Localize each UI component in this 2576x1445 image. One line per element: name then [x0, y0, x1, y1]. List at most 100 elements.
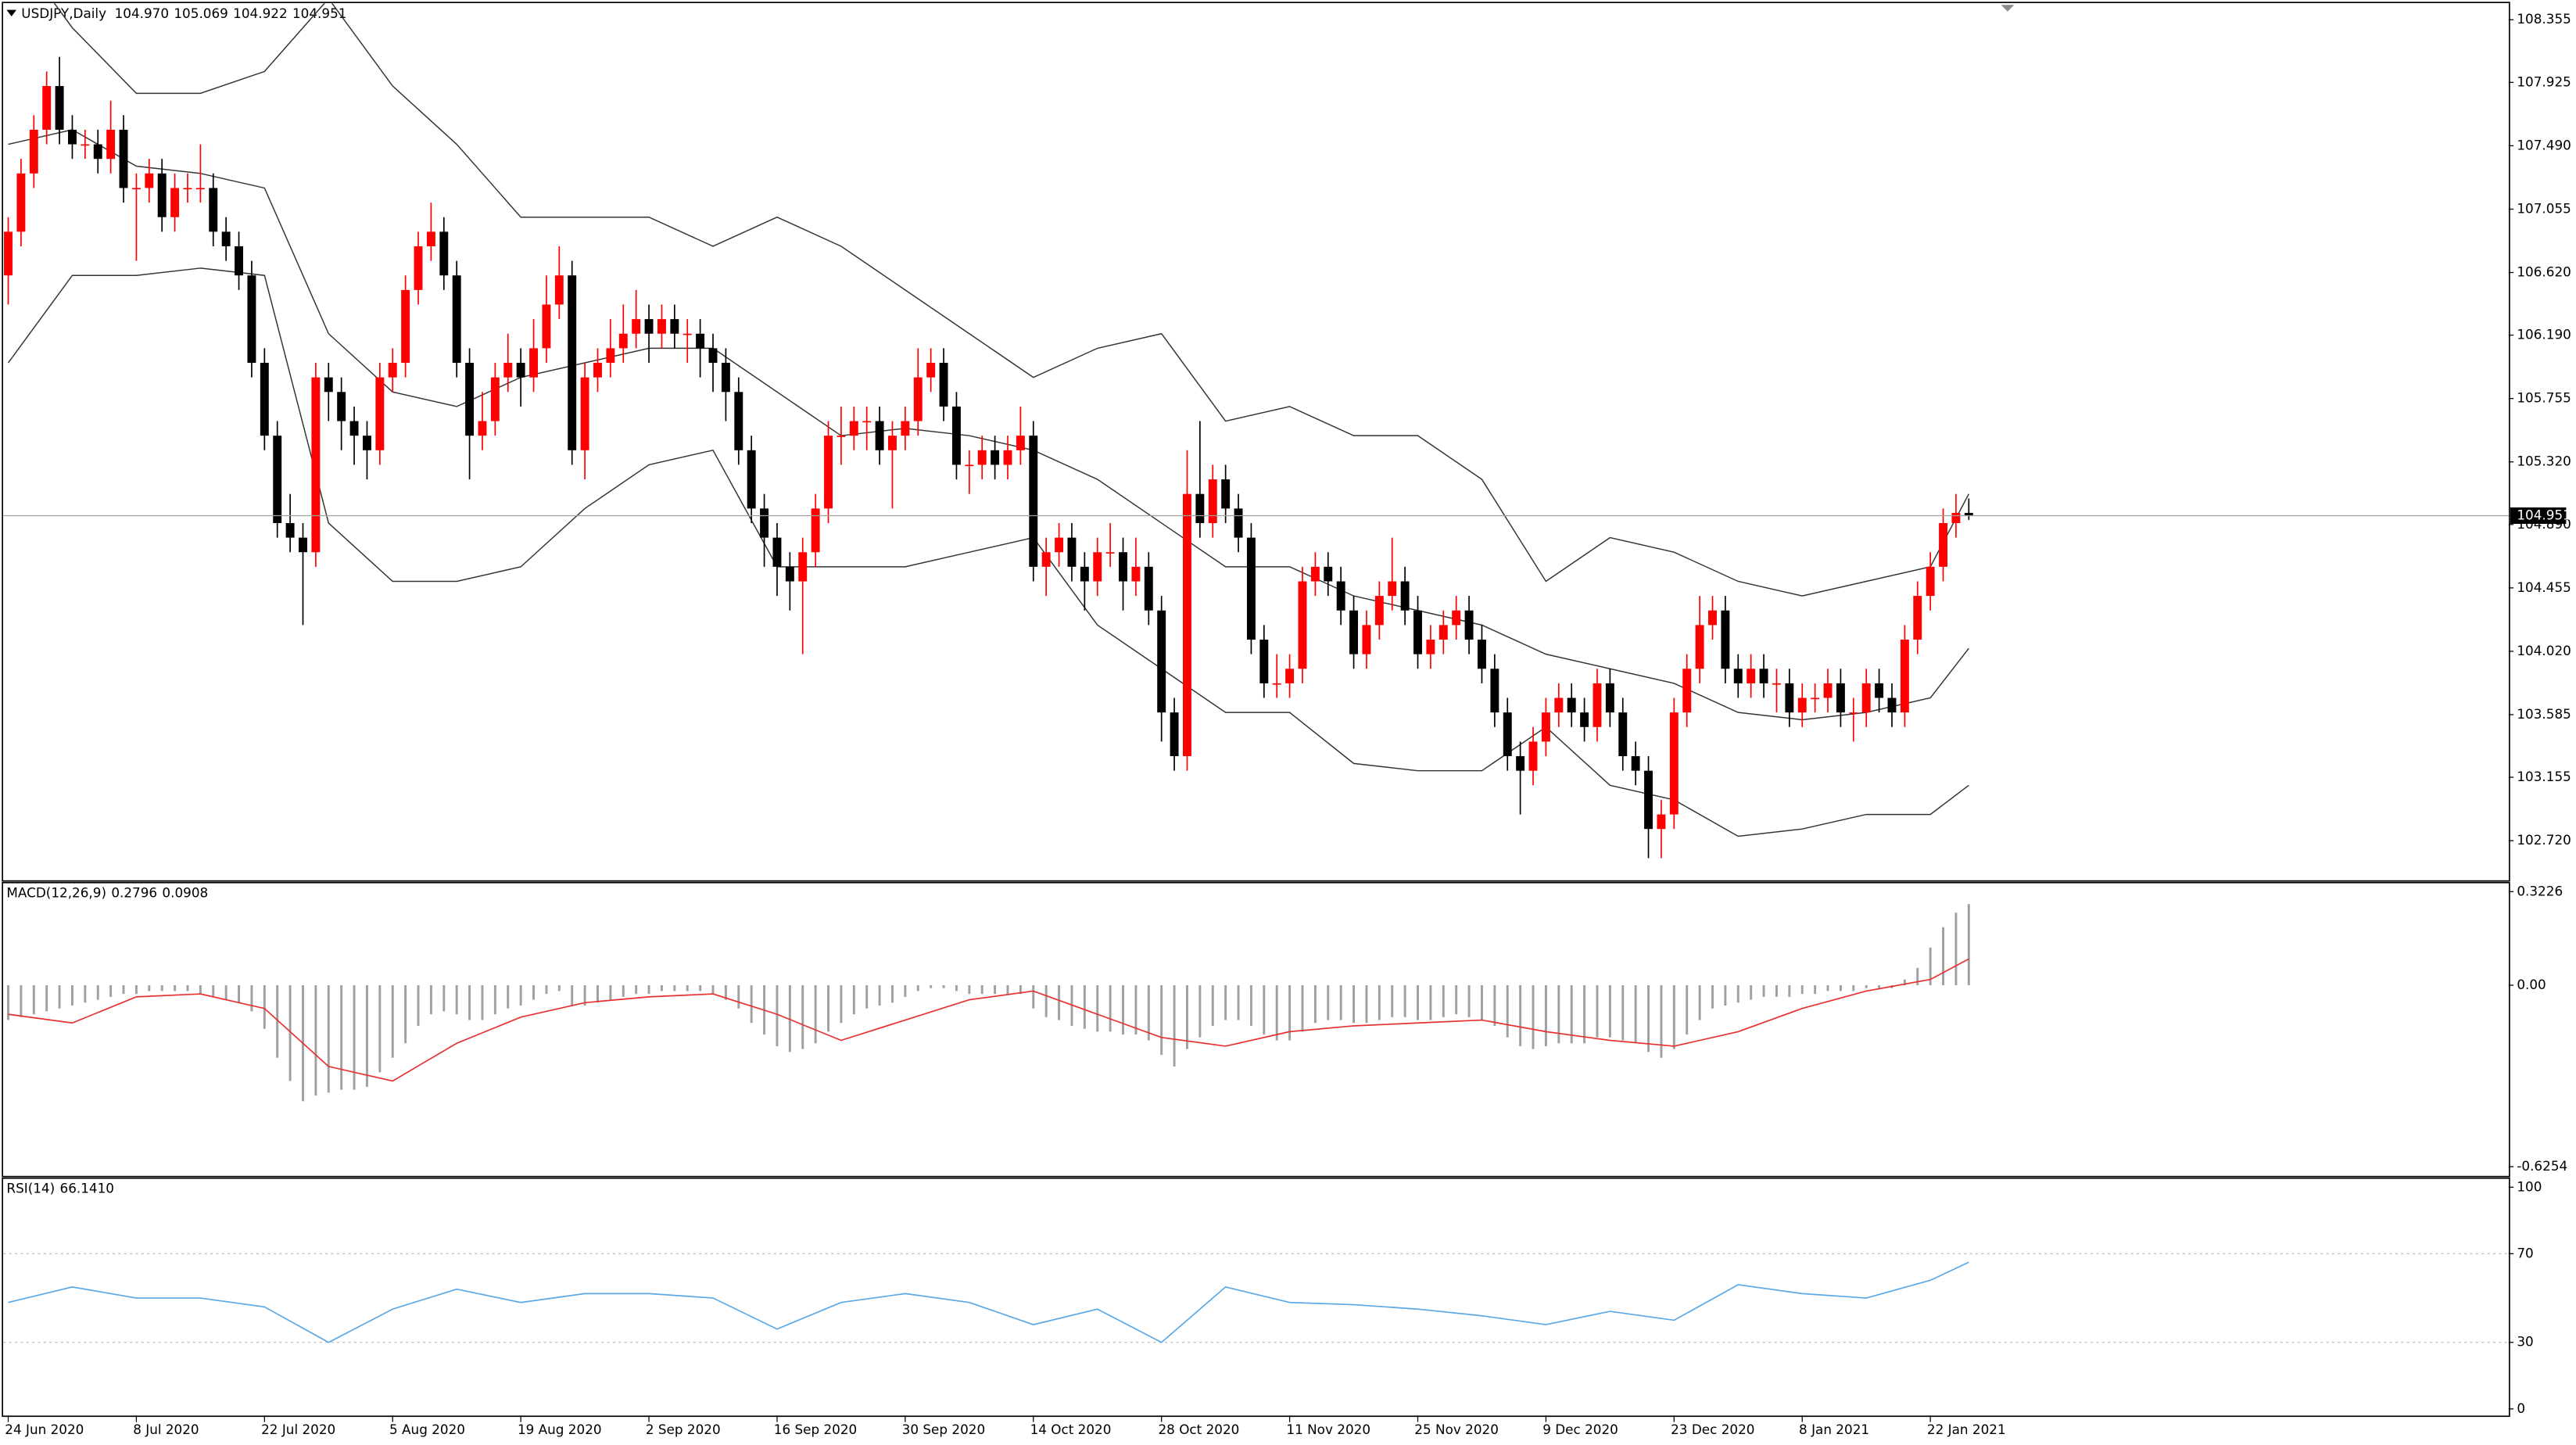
candle-body	[875, 421, 884, 450]
candle-body	[991, 450, 1000, 465]
candle-body	[1605, 683, 1614, 713]
date-label: 14 Oct 2020	[1030, 1422, 1112, 1437]
rsi-line	[8, 1279, 1931, 1343]
candle-body	[1093, 552, 1102, 582]
main-panel-frame	[2, 2, 2510, 882]
candle-body	[1516, 756, 1525, 771]
plot-area	[3, 1253, 2509, 1343]
candle-body	[349, 421, 359, 436]
candle-body	[1541, 712, 1550, 742]
candle-body	[683, 333, 692, 335]
candle-body	[1567, 697, 1576, 713]
candle-body	[965, 464, 974, 467]
candle-body	[1733, 669, 1743, 683]
candle-body	[1080, 566, 1089, 582]
candle-body	[1349, 610, 1359, 654]
candle-body	[273, 436, 282, 523]
date-label: 28 Oct 2020	[1158, 1422, 1239, 1437]
candle-body	[811, 508, 820, 553]
date-label: 24 Jun 2020	[5, 1422, 84, 1437]
date-label: 25 Nov 2020	[1414, 1422, 1499, 1437]
date-label: 2 Sep 2020	[646, 1422, 721, 1437]
candle-body	[362, 436, 371, 450]
candle-body	[580, 377, 589, 450]
candle-body	[951, 406, 961, 465]
candle-body	[1964, 512, 1973, 516]
candle-body	[568, 275, 577, 450]
symbol-title: USDJPY,Daily	[21, 5, 106, 21]
candle-body	[1259, 640, 1269, 683]
candle-body	[696, 333, 705, 349]
candle-body	[785, 566, 794, 582]
candle-body	[1195, 493, 1205, 523]
candle-body	[1861, 683, 1871, 713]
candle-body	[747, 450, 756, 509]
candle-body	[837, 436, 846, 437]
candle-body	[1939, 522, 1948, 567]
candle-body	[1055, 537, 1064, 553]
candle-body	[195, 188, 205, 190]
price-axis-tick-label: 107.490	[2517, 137, 2571, 152]
candle-body	[1682, 669, 1692, 713]
candle-body	[388, 363, 397, 378]
price-axis-tick-label: 107.055	[2517, 200, 2571, 216]
candle-body	[772, 537, 782, 567]
candle-body	[1913, 596, 1922, 640]
candle-body	[1105, 552, 1115, 554]
candle-body	[260, 363, 269, 436]
candle-body	[862, 421, 872, 423]
price-axis-tick-label: 103.585	[2517, 706, 2571, 722]
candle-body	[503, 363, 513, 378]
symbol-menu-icon	[6, 9, 17, 16]
candle-body	[1528, 741, 1538, 771]
candle-body	[644, 319, 654, 334]
macd-value: 0.2796	[111, 884, 157, 900]
candle-body	[1016, 436, 1025, 450]
current-price-label: 104.951	[2517, 507, 2571, 522]
candle-body	[106, 129, 116, 160]
rsi-line-current	[1929, 1261, 1969, 1282]
price-axis-tick-label: 103.155	[2517, 769, 2571, 784]
candle-body	[1797, 697, 1807, 713]
date-label: 19 Aug 2020	[518, 1422, 602, 1437]
price-axis-tick-label: 108.355	[2517, 11, 2571, 27]
candle-body	[1580, 712, 1589, 727]
candle-body	[542, 304, 551, 349]
rsi-axis-tick-label: 0	[2517, 1400, 2525, 1416]
plot-area	[7, 904, 1970, 1102]
candle-body	[375, 377, 385, 450]
candle-body	[1310, 566, 1320, 582]
candle-body	[1183, 493, 1191, 757]
candle-body	[1657, 814, 1666, 830]
candle-body	[1554, 697, 1564, 713]
candle-body	[209, 188, 218, 232]
candle-body	[721, 363, 730, 393]
candle-body	[1887, 697, 1897, 713]
candle-body	[901, 421, 910, 436]
candle-body	[145, 173, 154, 188]
macd-axis-tick-label: 0.3226	[2517, 883, 2563, 898]
price-axis-tick-label: 104.455	[2517, 579, 2571, 595]
quote-low: 104.922	[233, 5, 287, 21]
candle-body	[632, 319, 641, 334]
candle-body	[1413, 610, 1422, 654]
candle-body	[1362, 625, 1371, 654]
candle-body	[1119, 552, 1127, 582]
candle-body	[42, 86, 52, 130]
date-label: 22 Jan 2021	[1927, 1422, 2006, 1437]
quote-high: 105.069	[174, 5, 228, 21]
price-axis-tick-label: 104.020	[2517, 643, 2571, 658]
candle-body	[426, 231, 435, 246]
candle-body	[1144, 566, 1153, 611]
candle-body	[1221, 479, 1231, 509]
date-label: 22 Jul 2020	[261, 1422, 335, 1437]
candle-body	[1836, 683, 1845, 713]
rsi-axis-tick-label: 70	[2517, 1245, 2533, 1260]
rsi-title: RSI(14)	[6, 1180, 55, 1196]
candle-body	[1272, 683, 1281, 685]
date-label: 8 Jan 2021	[1799, 1422, 1869, 1437]
rsi-axis-tick-label: 100	[2517, 1178, 2542, 1194]
shift-marker	[2001, 5, 2015, 12]
candle-body	[1926, 566, 1935, 597]
candle-body	[170, 188, 180, 217]
